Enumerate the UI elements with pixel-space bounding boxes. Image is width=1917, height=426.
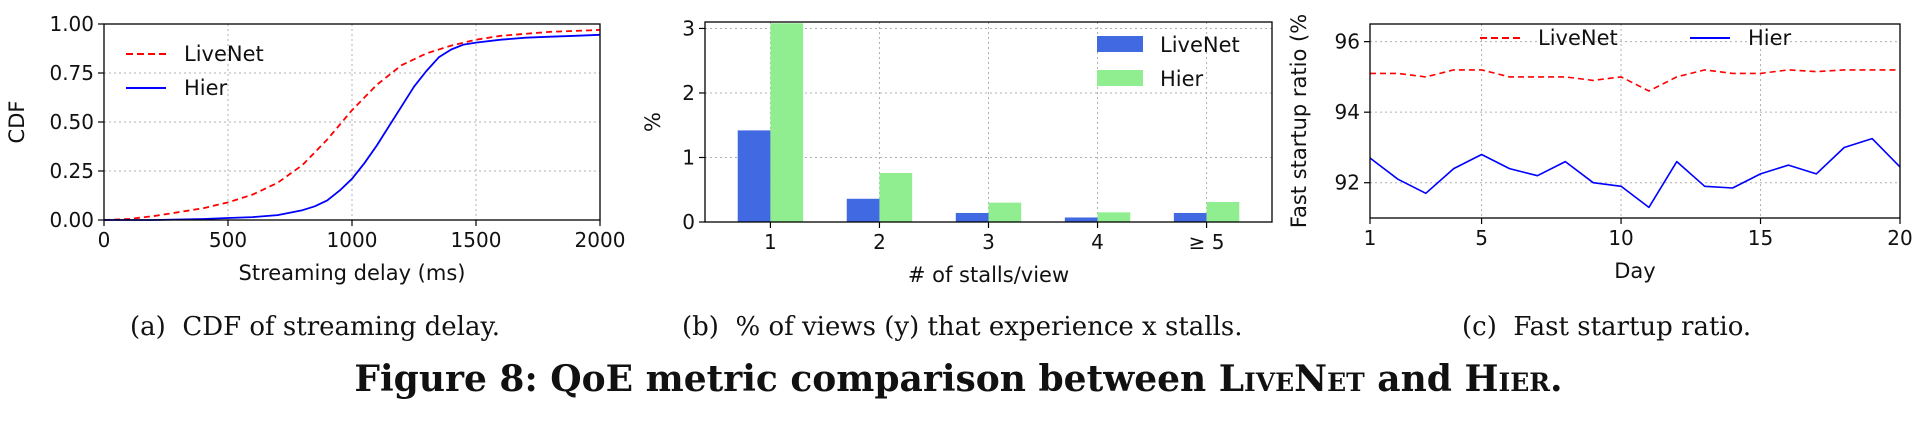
a-xtick-label-3: 1500	[451, 228, 502, 252]
b-bar-hier-4	[1206, 202, 1240, 222]
b-axes-frame	[704, 21, 1273, 223]
b-xtick-label-4: ≥ 5	[1189, 230, 1225, 254]
b-legend-label-1: Hier	[1160, 67, 1204, 91]
a-xtick-label-0: 0	[98, 228, 111, 252]
c-ytick-label-1: 94	[1335, 100, 1360, 124]
a-series-line-hier	[104, 33, 601, 221]
b-ytick-label-0: 0	[682, 210, 695, 234]
b-xtick-label-3: 4	[1091, 230, 1104, 254]
panel-b-stalls-bar-chart: 1 2 3 4 ≥ 5 0 1 2 3 # of stalls/view% LiveNet Hier	[641, 16, 1273, 287]
b-y-axis-label: %	[641, 112, 665, 132]
figure-caption-mid: and	[1364, 358, 1465, 400]
b-ytick-label-2: 2	[682, 81, 695, 105]
c-xtick-label-4: 20	[1887, 226, 1912, 250]
c-ytick-label-2: 96	[1335, 30, 1360, 54]
c-xtick-label-3: 15	[1748, 226, 1773, 250]
a-ytick-label-1: 0.25	[49, 159, 94, 183]
figure-caption-hier: Hier	[1464, 358, 1551, 400]
c-series-line-hier	[1369, 137, 1901, 209]
b-xtick-label-0: 1	[764, 230, 777, 254]
a-ytick-label-2: 0.50	[49, 110, 94, 134]
b-legend-swatch-0	[1097, 36, 1143, 52]
c-xtick-label-1: 5	[1475, 226, 1488, 250]
panel-a-cdf-chart: 0 500 1000 1500 2000 0.00 0.25 0.50 0.75 1.00 Stre…	[5, 12, 625, 285]
b-bar-hier-2	[988, 202, 1022, 222]
b-bar-livenet-0	[737, 130, 771, 222]
b-bar-livenet-2	[955, 212, 989, 222]
caption-a: (a) CDF of streaming delay.	[130, 312, 500, 342]
caption-b-label: (b)	[682, 312, 719, 342]
b-xtick-label-1: 2	[873, 230, 886, 254]
a-xtick-label-1: 500	[209, 228, 247, 252]
b-bar-livenet-4	[1173, 212, 1207, 222]
b-bar-livenet-3	[1064, 217, 1098, 222]
a-ytick-label-0: 0.00	[49, 208, 94, 232]
c-legend-label-1: Hier	[1748, 26, 1792, 50]
a-legend-label-0: LiveNet	[184, 42, 264, 66]
c-ytick-label-0: 92	[1335, 171, 1360, 195]
c-legend-label-0: LiveNet	[1538, 26, 1618, 50]
figure-caption-prefix: Figure 8: QoE metric comparison between	[354, 358, 1219, 400]
c-axes-frame	[1369, 23, 1901, 219]
figure-caption: Figure 8: QoE metric comparison between …	[0, 358, 1917, 400]
a-x-axis-label: Streaming delay (ms)	[239, 261, 466, 285]
b-ytick-label-1: 1	[682, 145, 695, 169]
caption-a-label: (a)	[130, 312, 166, 342]
caption-c-label: (c)	[1462, 312, 1497, 342]
a-y-axis-label: CDF	[5, 101, 29, 144]
c-xtick-label-0: 1	[1364, 226, 1377, 250]
b-bar-hier-1	[879, 172, 913, 222]
caption-b-text: % of views (y) that experience x stalls.	[735, 312, 1243, 342]
a-series-line-livenet	[103, 29, 601, 221]
b-bar-hier-3	[1097, 212, 1131, 222]
c-y-axis-label: Fast startup ratio (%	[1287, 14, 1311, 228]
b-legend-swatch-1	[1097, 70, 1143, 86]
caption-a-text: CDF of streaming delay.	[182, 312, 500, 342]
b-x-axis-label: # of stalls/view	[908, 263, 1069, 287]
b-ytick-label-3: 3	[682, 16, 695, 40]
b-xtick-label-2: 3	[982, 230, 995, 254]
caption-c: (c) Fast startup ratio.	[1462, 312, 1751, 342]
b-bar-livenet-1	[846, 198, 880, 222]
a-legend-label-1: Hier	[184, 76, 228, 100]
a-xtick-label-2: 1000	[327, 228, 378, 252]
b-bar-hier-0	[770, 23, 804, 222]
c-xtick-label-2: 10	[1608, 226, 1633, 250]
figure-caption-livenet: LiveNet	[1218, 358, 1365, 400]
caption-b: (b) % of views (y) that experience x sta…	[682, 312, 1243, 342]
a-xtick-label-4: 2000	[575, 228, 626, 252]
a-ytick-label-4: 1.00	[49, 12, 94, 36]
a-axes-frame	[103, 23, 601, 221]
b-legend-label-0: LiveNet	[1160, 33, 1240, 57]
figure-caption-suffix: .	[1550, 358, 1563, 400]
caption-c-text: Fast startup ratio.	[1513, 312, 1752, 342]
c-x-axis-label: Day	[1614, 259, 1655, 283]
c-series-line-livenet	[1370, 69, 1900, 92]
a-ytick-label-3: 0.75	[49, 61, 94, 85]
